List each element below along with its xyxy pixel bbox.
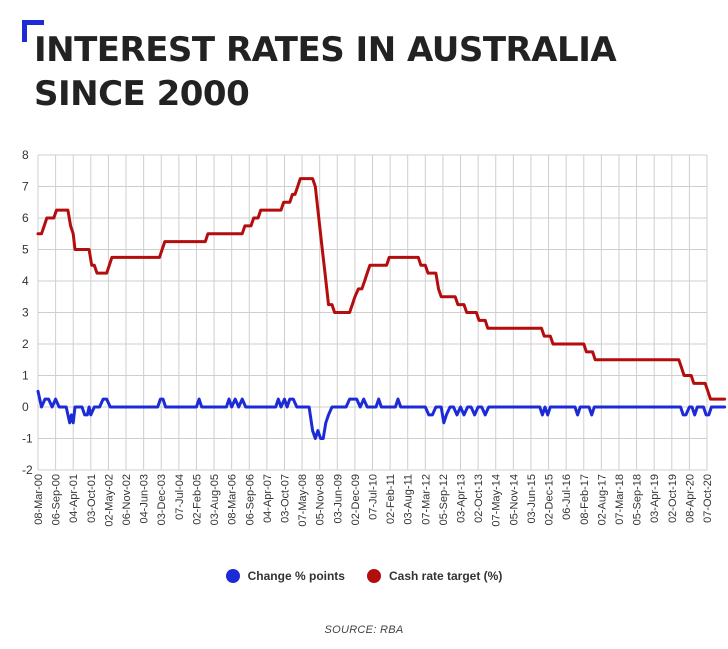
x-tick-label: 03-Aug-11 xyxy=(403,474,415,525)
x-tick-label: 07-Mar-18 xyxy=(614,474,626,525)
x-tick-label: 02-Oct-19 xyxy=(667,474,679,523)
legend-item-cash-rate: Cash rate target (%) xyxy=(366,569,503,583)
y-axis-tick-labels: 8 7 6 5 4 3 2 1 0 -1 -2 xyxy=(22,148,33,477)
x-tick-label: 08-Mar-00 xyxy=(33,474,45,525)
x-tick-label: 05-Sep-18 xyxy=(632,474,644,525)
x-tick-label: 04-Apr-01 xyxy=(68,474,80,523)
y-tick-label: 7 xyxy=(22,180,29,194)
x-tick-label: 07-Oct-20 xyxy=(702,474,714,523)
page-title: INTEREST RATES IN AUSTRALIA SINCE 2000 xyxy=(34,30,617,114)
y-tick-label: 1 xyxy=(22,369,29,383)
y-tick-label: 0 xyxy=(22,400,29,414)
legend-swatch-cash-rate xyxy=(366,569,381,583)
x-tick-label: 07-Jul-10 xyxy=(368,474,380,520)
legend-label-cash-rate: Cash rate target (%) xyxy=(388,569,503,583)
chart-legend: Change % points Cash rate target (%) xyxy=(0,564,728,588)
source-note: SOURCE: RBA xyxy=(324,624,404,636)
x-tick-label: 03-Apr-19 xyxy=(649,474,661,523)
y-tick-label: 6 xyxy=(22,211,29,225)
x-tick-label: 04-Jun-03 xyxy=(139,474,151,524)
y-tick-label: 5 xyxy=(22,243,29,257)
x-tick-label: 02-Dec-09 xyxy=(350,474,362,525)
x-axis-tick-labels: 08-Mar-00 06-Sep-00 04-Apr-01 03-Oct-01 02-M… xyxy=(33,474,714,527)
chart-grid xyxy=(37,154,708,471)
series-line-change xyxy=(36,389,727,440)
x-tick-label: 05-Nov-08 xyxy=(315,474,327,525)
x-tick-label: 03-Oct-01 xyxy=(86,474,98,523)
x-tick-label: 02-May-02 xyxy=(103,474,115,527)
x-tick-label: 02-Oct-13 xyxy=(473,474,485,523)
y-tick-label: 8 xyxy=(22,148,29,162)
x-tick-label: 08-Feb-17 xyxy=(579,474,591,525)
x-tick-label: 03-Jun-09 xyxy=(332,474,344,524)
x-tick-label: 02-Aug-17 xyxy=(596,474,608,525)
x-tick-label: 03-Apr-13 xyxy=(456,474,468,523)
y-tick-label: -1 xyxy=(22,432,33,446)
x-tick-label: 08-Apr-20 xyxy=(684,474,696,523)
title-accent-bracket xyxy=(22,20,44,42)
x-tick-label: 03-Aug-05 xyxy=(209,474,221,525)
y-tick-label: 4 xyxy=(22,274,29,288)
x-tick-label: 03-Dec-03 xyxy=(156,474,168,525)
x-tick-label: 07-May-08 xyxy=(297,474,309,527)
legend-swatch-change xyxy=(225,569,240,583)
x-tick-label: 03-Jun-15 xyxy=(526,474,538,524)
x-tick-label: 04-Apr-07 xyxy=(262,474,274,523)
x-tick-label: 06-Sep-00 xyxy=(51,474,63,525)
series-line-cash-rate xyxy=(36,177,727,401)
chart-series xyxy=(36,177,727,440)
x-tick-label: 07-May-14 xyxy=(491,474,503,527)
y-tick-label: -2 xyxy=(22,463,33,477)
legend-item-change: Change % points xyxy=(225,569,345,583)
x-tick-label: 03-Oct-07 xyxy=(279,474,291,523)
legend-label-change: Change % points xyxy=(247,569,345,583)
x-tick-label: 02-Feb-11 xyxy=(385,474,397,524)
y-tick-label: 2 xyxy=(22,337,29,351)
x-tick-label: 05-Sep-12 xyxy=(438,474,450,525)
x-tick-label: 08-Mar-06 xyxy=(227,474,239,525)
x-tick-label: 05-Nov-14 xyxy=(508,474,520,525)
x-tick-label: 06-Jul-16 xyxy=(561,474,573,520)
x-tick-label: 07-Jul-04 xyxy=(174,474,186,520)
x-tick-label: 02-Feb-05 xyxy=(191,474,203,525)
x-tick-label: 02-Dec-15 xyxy=(544,474,556,525)
x-tick-label: 07-Mar-12 xyxy=(420,474,432,525)
x-tick-label: 06-Nov-02 xyxy=(121,474,133,525)
x-tick-label: 06-Sep-06 xyxy=(244,474,256,525)
y-tick-label: 3 xyxy=(22,306,29,320)
